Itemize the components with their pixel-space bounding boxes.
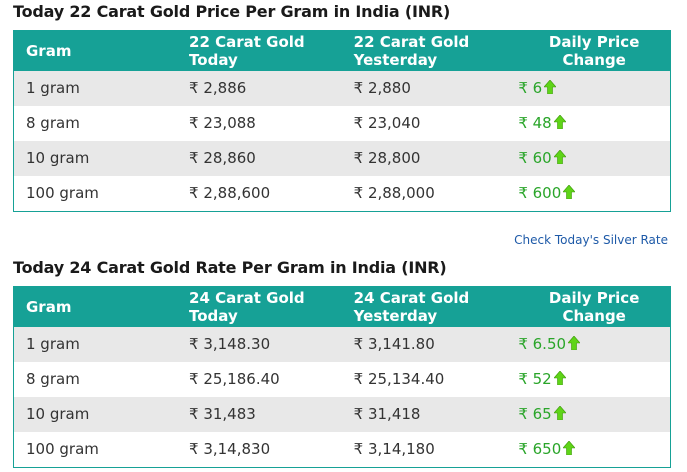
change-value: ₹ 65 bbox=[518, 405, 552, 423]
change-value: ₹ 6.50 bbox=[518, 335, 567, 353]
cell-yesterday: ₹ 3,141.80 bbox=[353, 326, 519, 362]
cell-change: ₹ 600 bbox=[518, 175, 671, 211]
header-today-line1: 22 Carat Gold bbox=[189, 32, 305, 51]
header-yesterday-line2: Yesterday bbox=[353, 50, 438, 69]
table-22-title: Today 22 Carat Gold Price Per Gram in In… bbox=[13, 2, 451, 21]
cell-gram: 1 gram bbox=[13, 70, 190, 106]
change-value: ₹ 650 bbox=[518, 440, 562, 458]
cell-yesterday: ₹ 31,418 bbox=[353, 396, 519, 432]
change-value: ₹ 60 bbox=[518, 149, 552, 167]
change-value: ₹ 6 bbox=[518, 79, 543, 97]
table-row: 8 gram ₹ 25,186.40 ₹ 25,134.40 ₹ 52 bbox=[13, 361, 671, 397]
silver-rate-link[interactable]: Check Today's Silver Rate bbox=[514, 233, 668, 247]
cell-today: ₹ 3,14,830 bbox=[189, 431, 354, 467]
header-yesterday-line1: 24 Carat Gold bbox=[353, 288, 470, 307]
cell-change: ₹ 52 bbox=[518, 361, 671, 397]
cell-yesterday: ₹ 28,800 bbox=[353, 140, 519, 176]
header-yesterday: 24 Carat Gold Yesterday bbox=[353, 286, 519, 327]
up-arrow-icon bbox=[553, 115, 566, 129]
cell-today: ₹ 3,148.30 bbox=[189, 326, 354, 362]
cell-today: ₹ 2,88,600 bbox=[189, 175, 354, 211]
cell-gram: 1 gram bbox=[13, 326, 190, 362]
up-arrow-icon bbox=[544, 80, 557, 94]
table-row: 8 gram ₹ 23,088 ₹ 23,040 ₹ 48 bbox=[13, 105, 671, 141]
cell-change: ₹ 650 bbox=[518, 431, 671, 467]
gold-24-price-table: Gram 24 Carat Gold Today 24 Carat Gold Yes… bbox=[13, 286, 671, 468]
cell-gram: 100 gram bbox=[13, 175, 190, 211]
cell-change: ₹ 60 bbox=[518, 140, 671, 176]
header-gram: Gram bbox=[13, 286, 190, 327]
header-today-line2: Today bbox=[189, 306, 238, 325]
header-today: 24 Carat Gold Today bbox=[189, 286, 354, 327]
cell-change: ₹ 48 bbox=[518, 105, 671, 141]
header-yesterday: 22 Carat Gold Yesterday bbox=[353, 30, 519, 71]
header-yesterday-line2: Yesterday bbox=[353, 306, 438, 325]
cell-gram: 10 gram bbox=[13, 140, 190, 176]
cell-yesterday: ₹ 2,880 bbox=[353, 70, 519, 106]
header-today: 22 Carat Gold Today bbox=[189, 30, 354, 71]
change-value: ₹ 52 bbox=[518, 370, 552, 388]
header-today-line1: 24 Carat Gold bbox=[189, 288, 305, 307]
cell-today: ₹ 23,088 bbox=[189, 105, 354, 141]
table-row: 1 gram ₹ 3,148.30 ₹ 3,141.80 ₹ 6.50 bbox=[13, 326, 671, 362]
cell-change: ₹ 6 bbox=[518, 70, 671, 106]
cell-gram: 8 gram bbox=[13, 105, 190, 141]
cell-today: ₹ 25,186.40 bbox=[189, 361, 354, 397]
table-row: 100 gram ₹ 3,14,830 ₹ 3,14,180 ₹ 650 bbox=[13, 431, 671, 467]
table-row: 10 gram ₹ 31,483 ₹ 31,418 ₹ 65 bbox=[13, 396, 671, 432]
table-row: 10 gram ₹ 28,860 ₹ 28,800 ₹ 60 bbox=[13, 140, 671, 176]
header-change: Daily Price Change bbox=[518, 30, 671, 71]
up-arrow-icon bbox=[563, 185, 576, 199]
change-value: ₹ 600 bbox=[518, 184, 562, 202]
gold-22-price-table: Gram 22 Carat Gold Today 22 Carat Gold Yes… bbox=[13, 30, 671, 212]
cell-yesterday: ₹ 25,134.40 bbox=[353, 361, 519, 397]
cell-today: ₹ 31,483 bbox=[189, 396, 354, 432]
up-arrow-icon bbox=[563, 441, 576, 455]
cell-gram: 8 gram bbox=[13, 361, 190, 397]
up-arrow-icon bbox=[553, 371, 566, 385]
header-change: Daily Price Change bbox=[518, 286, 671, 327]
cell-today: ₹ 2,886 bbox=[189, 70, 354, 106]
cell-yesterday: ₹ 2,88,000 bbox=[353, 175, 519, 211]
header-gram: Gram bbox=[13, 30, 190, 71]
change-value: ₹ 48 bbox=[518, 114, 552, 132]
cell-gram: 10 gram bbox=[13, 396, 190, 432]
table-24-title: Today 24 Carat Gold Rate Per Gram in Ind… bbox=[13, 258, 447, 277]
cell-change: ₹ 65 bbox=[518, 396, 671, 432]
cell-yesterday: ₹ 23,040 bbox=[353, 105, 519, 141]
up-arrow-icon bbox=[553, 150, 566, 164]
table-row: 100 gram ₹ 2,88,600 ₹ 2,88,000 ₹ 600 bbox=[13, 175, 671, 211]
header-yesterday-line1: 22 Carat Gold bbox=[353, 32, 470, 51]
cell-today: ₹ 28,860 bbox=[189, 140, 354, 176]
cell-change: ₹ 6.50 bbox=[518, 326, 671, 362]
cell-gram: 100 gram bbox=[13, 431, 190, 467]
up-arrow-icon bbox=[553, 406, 566, 420]
header-today-line2: Today bbox=[189, 50, 238, 69]
table-header-row: Gram 24 Carat Gold Today 24 Carat Gold Yes… bbox=[13, 286, 671, 327]
up-arrow-icon bbox=[568, 336, 581, 350]
table-row: 1 gram ₹ 2,886 ₹ 2,880 ₹ 6 bbox=[13, 70, 671, 106]
cell-yesterday: ₹ 3,14,180 bbox=[353, 431, 519, 467]
table-header-row: Gram 22 Carat Gold Today 22 Carat Gold Yes… bbox=[13, 30, 671, 71]
